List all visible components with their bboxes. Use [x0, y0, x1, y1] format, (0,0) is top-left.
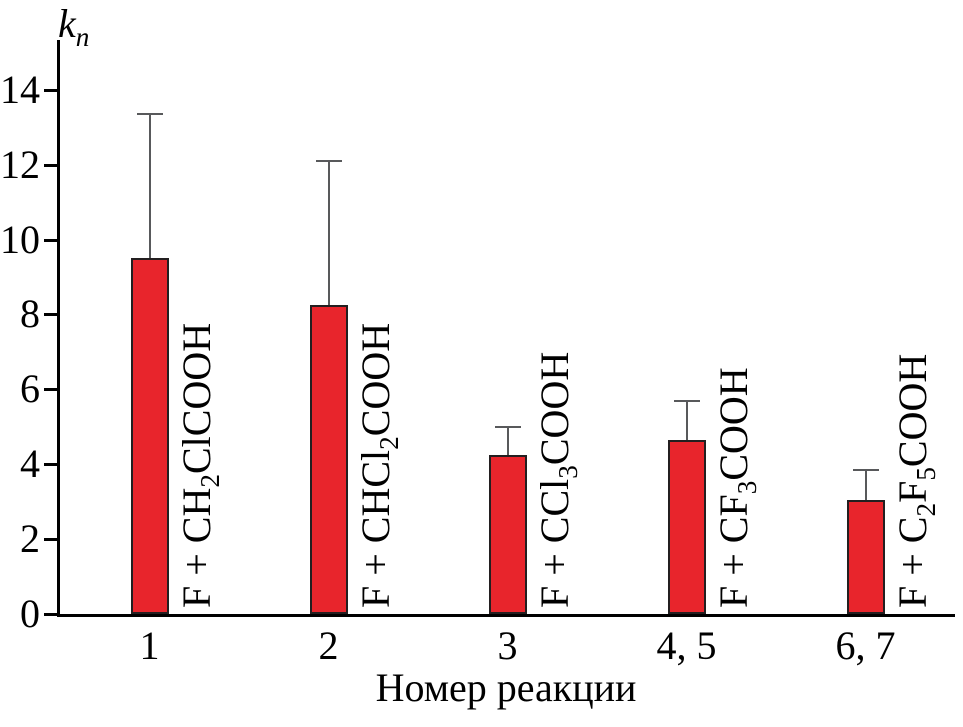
- error-bar-cap: [315, 159, 342, 162]
- y-axis-tick: [44, 388, 57, 392]
- x-axis-tick-label: 1: [139, 623, 160, 668]
- bar-reaction-label: F + C2F5COOH: [889, 353, 941, 608]
- y-axis-tick: [44, 163, 57, 167]
- y-axis-tick: [44, 88, 57, 92]
- x-axis-tick-label: 6, 7: [835, 623, 896, 668]
- bar: [309, 305, 348, 614]
- bar-reaction-label: F + CH2ClCOOH: [173, 322, 225, 608]
- y-axis-label: kn: [58, 1, 90, 52]
- y-axis-tick-label: 2: [20, 516, 40, 562]
- bar-reaction-label: F + CF3COOH: [710, 367, 762, 608]
- y-axis-tick-label: 12: [0, 141, 40, 187]
- bar: [846, 499, 885, 614]
- subscript: 3: [731, 480, 762, 495]
- x-axis-tick-label: 4, 5: [656, 623, 717, 668]
- subscript: 2: [373, 436, 404, 450]
- subscript: 5: [910, 467, 941, 481]
- y-axis-tick: [44, 463, 57, 467]
- y-axis-tick-label: 14: [0, 66, 40, 112]
- subscript: 3: [552, 465, 583, 479]
- subscript: n: [75, 22, 90, 52]
- error-bar-line: [685, 400, 688, 440]
- bar: [130, 258, 169, 614]
- y-axis-tick-label: 8: [20, 291, 40, 337]
- y-axis-tick-label: 10: [0, 216, 40, 262]
- y-axis-tick: [44, 613, 57, 616]
- error-bar-cap: [852, 468, 879, 471]
- plot-area: 0 2 4 6 8 10 12 14 1 F + CH2ClCOOH 2 F + CHCl2COOH 3…: [0, 40, 955, 666]
- error-bar-cap: [494, 425, 521, 428]
- bar-reaction-label: F + CHCl2COOH: [352, 322, 404, 608]
- bar-reaction-label: F + CCl3COOH: [531, 351, 583, 608]
- error-bar-cap: [673, 399, 700, 402]
- bar: [488, 454, 527, 614]
- error-bar-line: [864, 469, 867, 500]
- y-axis-tick: [44, 538, 57, 542]
- error-bar-line: [148, 114, 151, 259]
- x-axis-title: Номер реакции: [375, 665, 637, 710]
- x-axis-tick-label: 2: [318, 623, 339, 668]
- y-axis-tick-label: 4: [20, 441, 40, 487]
- y-axis-tick: [44, 313, 57, 317]
- x-axis-tick-label: 3: [497, 623, 518, 668]
- error-bar-line: [506, 426, 509, 455]
- error-bar-cap: [136, 113, 163, 116]
- subscript: 2: [194, 474, 225, 488]
- subscript: 2: [910, 502, 941, 517]
- y-axis-tick-label: 6: [20, 366, 40, 412]
- y-axis-tick: [44, 238, 57, 242]
- y-axis-tick-label: 0: [20, 591, 40, 636]
- error-bar-line: [327, 160, 330, 306]
- bar: [667, 439, 706, 614]
